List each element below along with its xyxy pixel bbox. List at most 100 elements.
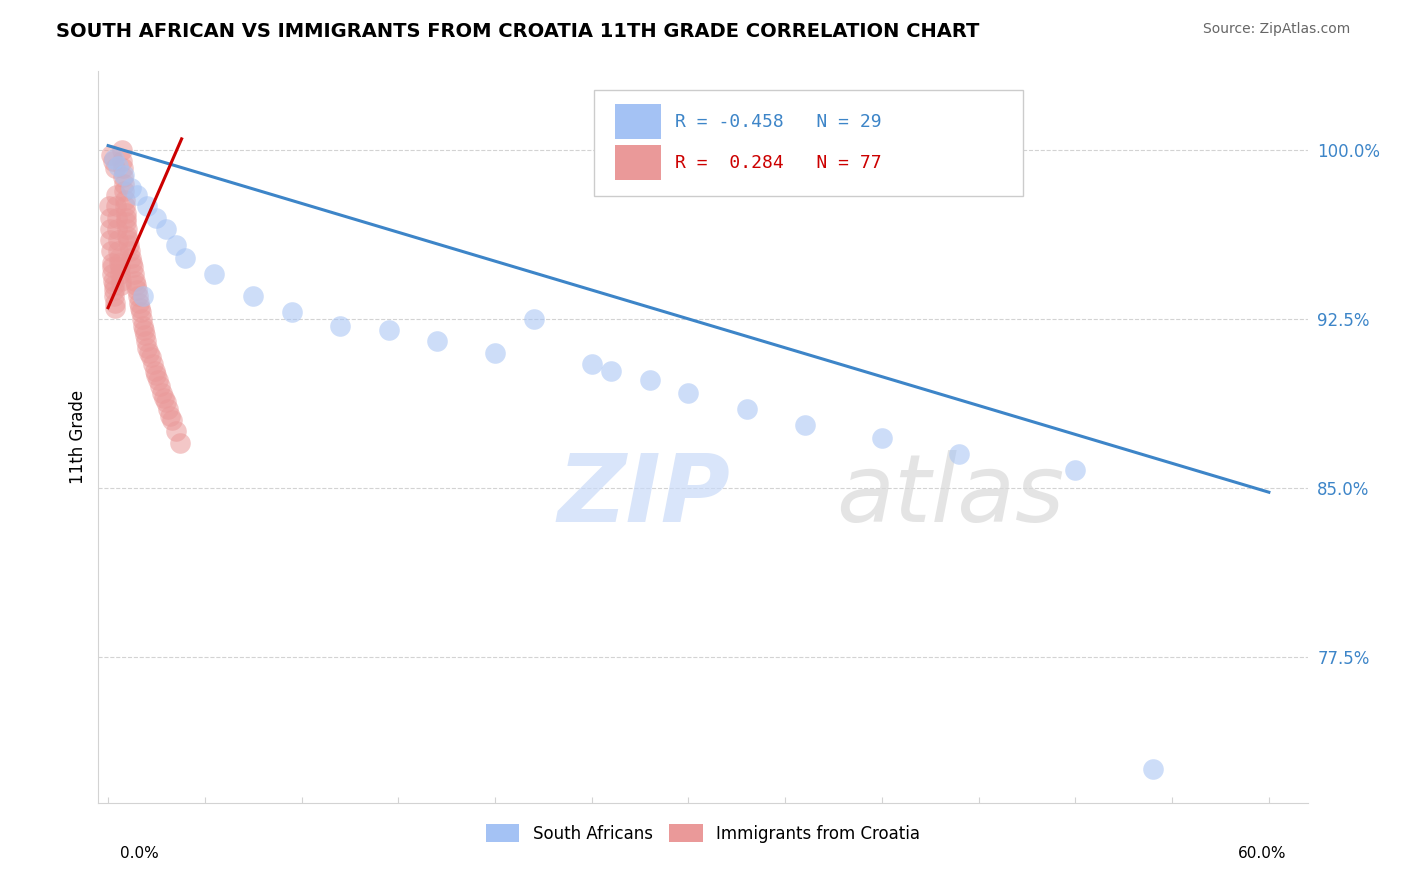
- Point: [135, 341, 157, 355]
- Point: [122, 260, 145, 275]
- Point: [1064, 463, 1087, 477]
- Point: [101, 267, 124, 281]
- Point: [103, 289, 125, 303]
- Text: 0.0%: 0.0%: [120, 846, 159, 861]
- Point: [120, 181, 142, 195]
- Point: [98, 222, 121, 236]
- Point: [377, 323, 399, 337]
- Point: [132, 323, 155, 337]
- Point: [98, 211, 121, 225]
- Point: [107, 233, 129, 247]
- Point: [105, 222, 128, 236]
- Point: [103, 283, 125, 297]
- Bar: [614, 145, 661, 180]
- Point: [329, 318, 352, 333]
- Point: [111, 143, 134, 157]
- Point: [125, 278, 148, 293]
- Point: [204, 267, 226, 281]
- Point: [100, 233, 122, 247]
- Point: [153, 391, 176, 405]
- Point: [735, 401, 758, 416]
- Point: [129, 305, 152, 319]
- Text: ZIP: ZIP: [558, 450, 731, 541]
- Point: [121, 255, 143, 269]
- Point: [111, 154, 134, 169]
- Point: [638, 373, 661, 387]
- Point: [122, 267, 145, 281]
- Y-axis label: 11th Grade: 11th Grade: [69, 390, 87, 484]
- Point: [128, 296, 150, 310]
- Point: [135, 199, 157, 213]
- Point: [100, 147, 122, 161]
- Point: [114, 199, 136, 213]
- Point: [104, 301, 127, 315]
- Point: [145, 368, 167, 383]
- Point: [242, 289, 264, 303]
- Point: [426, 334, 449, 349]
- Point: [112, 177, 135, 191]
- Point: [104, 188, 127, 202]
- Point: [101, 274, 124, 288]
- Point: [581, 357, 603, 371]
- Point: [112, 184, 135, 198]
- Point: [150, 386, 173, 401]
- Point: [132, 289, 155, 303]
- Point: [148, 373, 170, 387]
- Point: [948, 447, 970, 461]
- Point: [135, 334, 157, 349]
- Point: [114, 206, 136, 220]
- Point: [110, 274, 132, 288]
- Point: [174, 251, 197, 265]
- Point: [101, 260, 124, 275]
- Point: [281, 305, 304, 319]
- Point: [112, 170, 135, 185]
- Point: [104, 161, 127, 175]
- Point: [600, 364, 623, 378]
- Point: [108, 260, 131, 275]
- Text: R = -0.458   N = 29: R = -0.458 N = 29: [675, 112, 882, 131]
- Point: [124, 274, 146, 288]
- Point: [157, 401, 180, 416]
- Point: [793, 417, 815, 432]
- Point: [145, 211, 167, 225]
- Point: [118, 237, 141, 252]
- Point: [155, 222, 177, 236]
- Point: [104, 296, 127, 310]
- Point: [134, 327, 156, 342]
- Point: [132, 318, 155, 333]
- Point: [165, 237, 187, 252]
- Point: [870, 431, 893, 445]
- Point: [139, 350, 162, 364]
- Point: [120, 244, 142, 259]
- Text: 60.0%: 60.0%: [1239, 846, 1286, 861]
- Text: Source: ZipAtlas.com: Source: ZipAtlas.com: [1202, 22, 1350, 37]
- Point: [100, 244, 122, 259]
- Point: [678, 386, 700, 401]
- Point: [523, 312, 546, 326]
- Point: [108, 255, 131, 269]
- Point: [117, 233, 139, 247]
- Point: [110, 278, 132, 293]
- Point: [165, 425, 187, 439]
- Point: [142, 357, 165, 371]
- Point: [103, 278, 125, 293]
- Point: [159, 409, 181, 423]
- Point: [103, 152, 125, 166]
- Point: [129, 301, 152, 315]
- Point: [115, 222, 138, 236]
- Point: [138, 345, 160, 359]
- Point: [111, 161, 134, 175]
- Point: [117, 228, 139, 243]
- Point: [1142, 762, 1164, 776]
- Point: [101, 154, 124, 169]
- Legend: South Africans, Immigrants from Croatia: South Africans, Immigrants from Croatia: [479, 818, 927, 849]
- Point: [155, 395, 177, 409]
- Point: [160, 413, 183, 427]
- Point: [169, 435, 191, 450]
- Text: SOUTH AFRICAN VS IMMIGRANTS FROM CROATIA 11TH GRADE CORRELATION CHART: SOUTH AFRICAN VS IMMIGRANTS FROM CROATIA…: [56, 22, 980, 41]
- Point: [143, 364, 166, 378]
- Text: R =  0.284   N = 77: R = 0.284 N = 77: [675, 153, 882, 172]
- Bar: [614, 104, 661, 139]
- Point: [100, 255, 122, 269]
- Point: [107, 251, 129, 265]
